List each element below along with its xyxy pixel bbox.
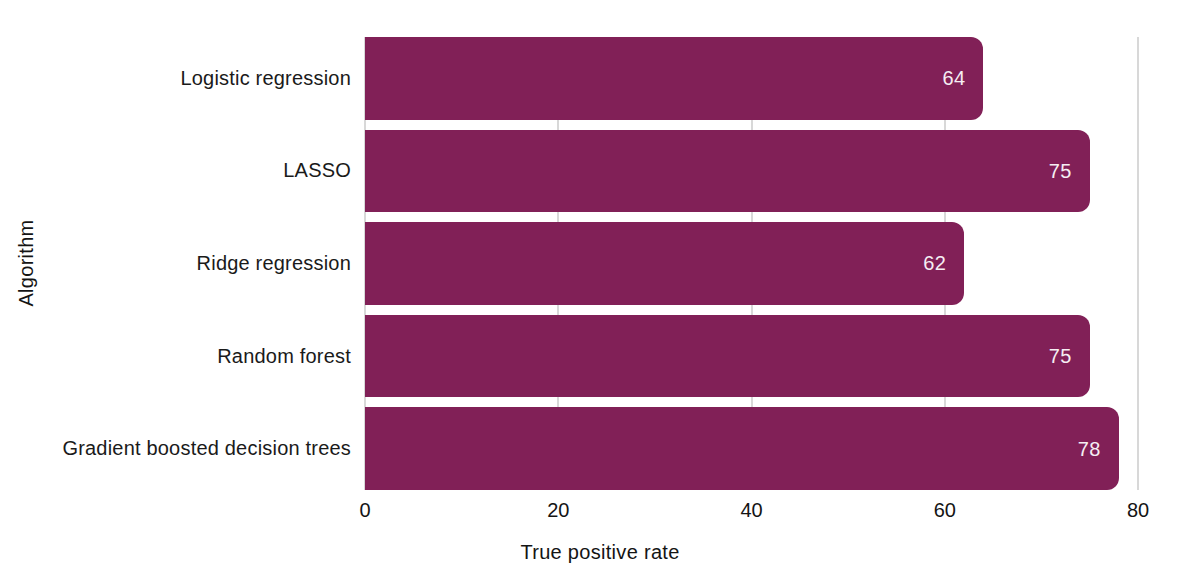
bar-value-label: 62 xyxy=(923,252,946,275)
bar: 62 xyxy=(365,222,964,305)
bar-value-label: 75 xyxy=(1049,345,1072,368)
bar: 75 xyxy=(365,130,1090,213)
x-tick-label: 20 xyxy=(547,499,569,522)
x-tick-label: 40 xyxy=(740,499,762,522)
y-category-label: Logistic regression xyxy=(0,37,351,120)
bar-value-label: 64 xyxy=(943,67,966,90)
bar-value-label: 78 xyxy=(1078,437,1101,460)
bar: 78 xyxy=(365,407,1119,490)
y-category-label: LASSO xyxy=(0,130,351,213)
y-category-label: Random forest xyxy=(0,315,351,398)
x-axis-title: True positive rate xyxy=(520,541,679,564)
bar-value-label: 75 xyxy=(1049,159,1072,182)
x-tick-label: 60 xyxy=(934,499,956,522)
y-category-label: Gradient boosted decision trees xyxy=(0,407,351,490)
bar: 64 xyxy=(365,37,983,120)
bar: 75 xyxy=(365,315,1090,398)
x-tick-label: 0 xyxy=(359,499,370,522)
y-category-label: Ridge regression xyxy=(0,222,351,305)
bar-chart: Algorithm 6475627578 Logistic regression… xyxy=(0,0,1200,580)
x-tick-label: 80 xyxy=(1127,499,1149,522)
gridline xyxy=(1137,37,1139,490)
